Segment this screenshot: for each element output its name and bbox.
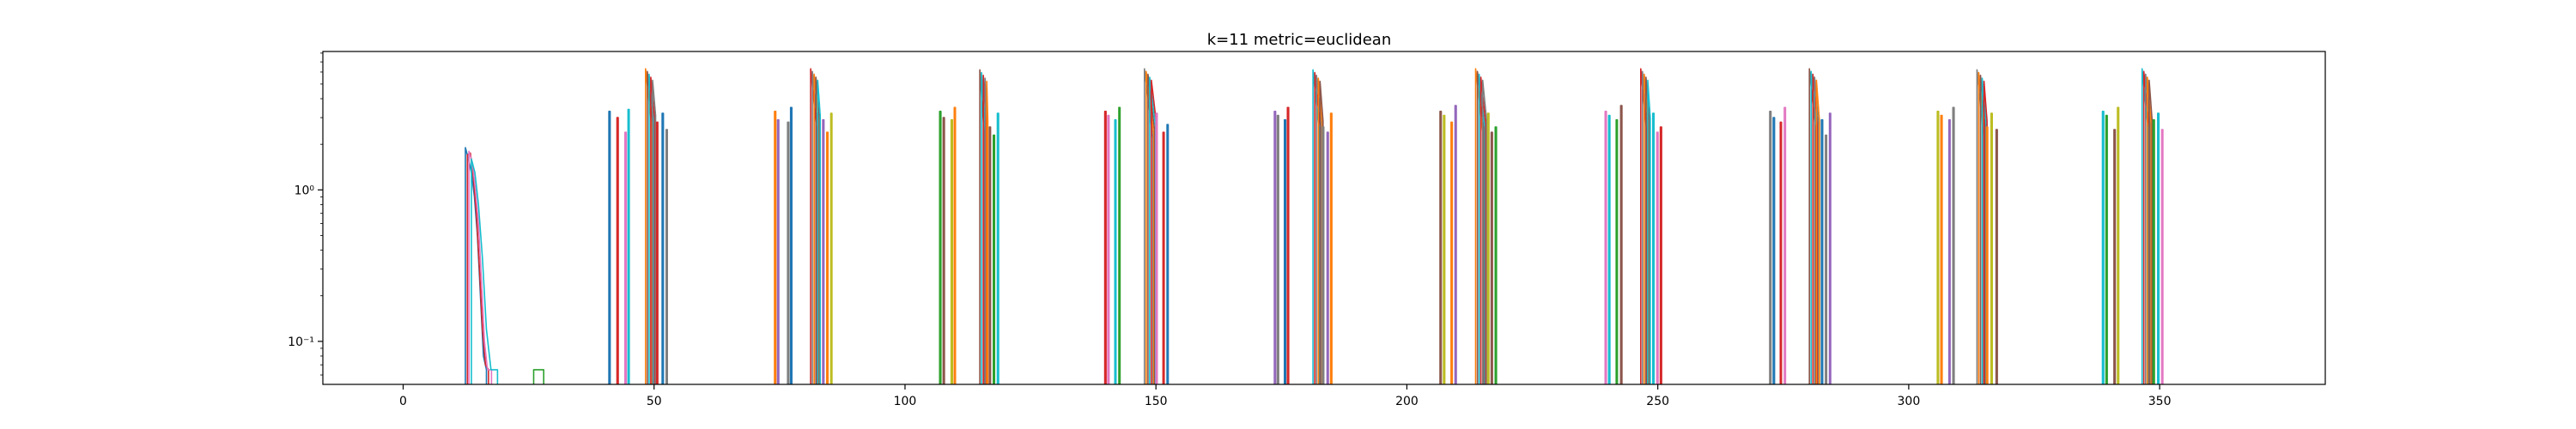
tail-series (655, 121, 659, 384)
spike-series (608, 111, 611, 384)
low-cluster-series (468, 150, 493, 384)
tail-series (1659, 126, 1662, 384)
tail-series (2160, 129, 2164, 384)
peak-series (1144, 68, 1154, 384)
spike-series (2113, 129, 2117, 384)
spike-series (1779, 121, 1783, 384)
tail-series (829, 112, 833, 384)
tail-series (1329, 112, 1333, 384)
spike-series (1607, 114, 1611, 384)
spike-series (1936, 111, 1940, 384)
tail-series (1652, 112, 1656, 384)
low-cluster-series (471, 158, 499, 384)
x-tick-label: 300 (1898, 395, 1921, 408)
spike-series (1952, 106, 1955, 384)
spike-series (1604, 111, 1607, 384)
tail-series (661, 112, 665, 384)
peak-series (2148, 79, 2154, 384)
x-tick-label: 150 (1145, 395, 1168, 408)
spike-series (1619, 105, 1623, 384)
peak-series (817, 79, 821, 384)
spike-series (1454, 105, 1457, 384)
tail-series (1995, 129, 1998, 384)
spike-series (1284, 118, 1287, 384)
tail-series (993, 134, 996, 384)
spike-series (1439, 111, 1443, 384)
tail-series (1155, 112, 1158, 384)
tail-series (1820, 118, 1824, 384)
x-tick-label: 100 (894, 395, 917, 408)
spike-series (1615, 118, 1619, 384)
tail-series (1326, 131, 1329, 384)
peak-series (1481, 79, 1488, 384)
x-tick-label: 250 (1646, 395, 1669, 408)
spike-series (2105, 114, 2108, 384)
spike-series (1273, 111, 1277, 384)
tail-series (1494, 126, 1498, 384)
spike-series (1118, 106, 1121, 384)
spike-series (789, 106, 793, 384)
spike-series (939, 111, 942, 384)
spike-series (776, 118, 780, 384)
spike-series (1450, 121, 1454, 384)
tail-series (665, 129, 668, 384)
tail-series (1990, 112, 1993, 384)
peak-series (1647, 79, 1651, 384)
spike-series (953, 106, 957, 384)
tail-series (1985, 126, 1989, 384)
y-tick-label: 10⁻¹ (288, 335, 314, 349)
tail-series (996, 112, 999, 384)
plot-area (465, 68, 2164, 384)
spike-series (950, 118, 953, 384)
tail-series (2152, 118, 2155, 384)
spike-series (1276, 114, 1279, 384)
tail-series (1656, 131, 1659, 384)
tail-series (988, 126, 992, 384)
spike-series (1286, 106, 1290, 384)
peak-series (1815, 79, 1820, 384)
tail-series (1490, 131, 1493, 384)
spike-series (787, 121, 790, 384)
spike-series (616, 117, 619, 384)
tail-series (1486, 112, 1490, 384)
x-tick-label: 350 (2148, 395, 2172, 408)
spike-series (2101, 111, 2105, 384)
spike-series (1769, 111, 1772, 384)
plot-frame (322, 51, 2326, 385)
spike-series (1107, 114, 1110, 384)
y-tick-label: 10⁰ (295, 184, 315, 197)
spike-series (1947, 118, 1951, 384)
tail-series (1321, 126, 1325, 384)
x-tick-label: 50 (647, 395, 662, 408)
y-axis: 10⁻¹ 10⁰ (288, 52, 323, 376)
spike-series (2117, 106, 2120, 384)
x-axis: 0 50 100 150 200 250 300 350 (399, 384, 2171, 408)
peak-series (652, 79, 657, 384)
spike-series (1443, 114, 1446, 384)
spike-series (942, 117, 945, 384)
x-tick-label: 0 (399, 395, 407, 408)
spike-series (774, 111, 777, 384)
spike-series (1772, 117, 1776, 384)
tail-series (822, 118, 825, 384)
low-cluster-series (532, 369, 544, 384)
series-layer (465, 68, 2164, 384)
x-tick-label: 200 (1395, 395, 1419, 408)
chart-title: k=11 metric=euclidean (1207, 31, 1392, 49)
tail-series (826, 131, 829, 384)
tail-series (2157, 112, 2160, 384)
spike-series (1103, 111, 1107, 384)
spike-series (627, 108, 630, 384)
spike-series (1783, 106, 1787, 384)
tail-series (1828, 112, 1832, 384)
spike-series (624, 131, 628, 384)
tail-series (1166, 124, 1170, 384)
spike-series (1940, 114, 1943, 384)
